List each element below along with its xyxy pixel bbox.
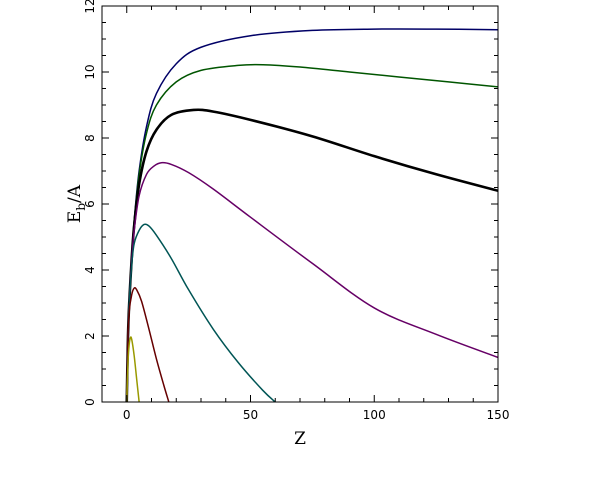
series-line-4 bbox=[126, 161, 498, 402]
series-layer bbox=[125, 28, 498, 402]
series-line-7 bbox=[126, 336, 140, 402]
x-tick-label: 50 bbox=[243, 408, 258, 422]
plot-frame bbox=[101, 5, 499, 403]
ticks-layer bbox=[101, 5, 499, 403]
y-tick-label: 0 bbox=[83, 398, 97, 406]
tick-labels-layer: 0 50 100 150 0 2 4 6 8 10 12 bbox=[83, 0, 509, 422]
x-tick-label: 100 bbox=[363, 408, 386, 422]
y-axis-label-main: E bbox=[65, 211, 85, 223]
series-line-2 bbox=[126, 63, 498, 402]
series-line-5 bbox=[126, 223, 276, 402]
y-axis-label-sub: b bbox=[74, 203, 88, 211]
y-tick-label: 6 bbox=[83, 200, 97, 208]
y-tick-label: 4 bbox=[83, 266, 97, 274]
y-axis-label: Eb/A bbox=[65, 184, 88, 223]
y-tick-label: 8 bbox=[83, 134, 97, 142]
y-tick-label: 2 bbox=[83, 332, 97, 340]
series-line-1 bbox=[126, 28, 498, 402]
series-line-3 bbox=[125, 108, 498, 402]
y-axis-label-tail: /A bbox=[65, 184, 85, 203]
x-tick-label: 0 bbox=[123, 408, 131, 422]
series-line-6 bbox=[126, 286, 170, 402]
x-axis-label: Z bbox=[294, 429, 306, 449]
y-tick-label: 10 bbox=[83, 64, 97, 79]
x-tick-label: 150 bbox=[487, 408, 510, 422]
y-tick-label: 12 bbox=[83, 0, 97, 14]
